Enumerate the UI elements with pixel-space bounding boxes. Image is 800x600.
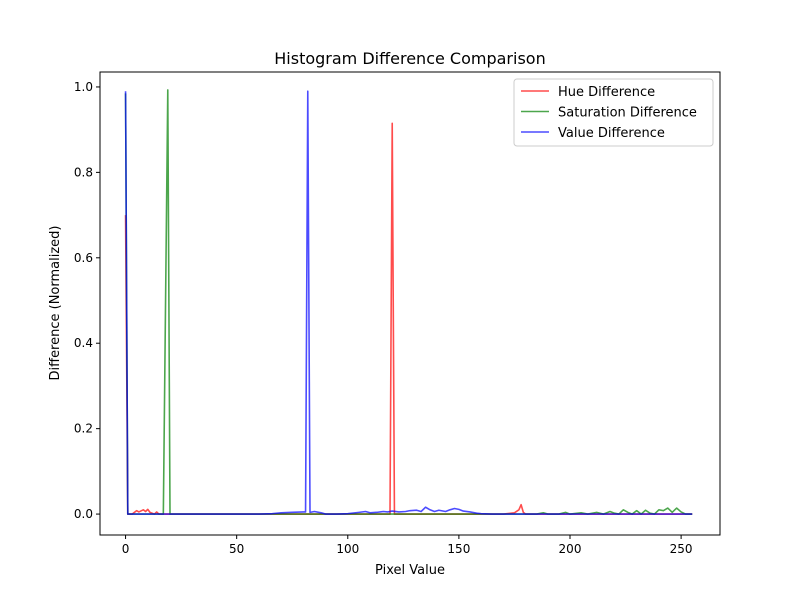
x-tick-label: 250 [670,542,693,556]
x-tick-label: 100 [336,542,359,556]
x-axis-label: Pixel Value [375,563,445,578]
x-tick-label: 150 [447,542,470,556]
chart-title: Histogram Difference Comparison [274,49,545,68]
plot-area [100,72,720,535]
series-layer [124,89,693,515]
legend-label-3: Value Difference [558,126,665,141]
y-tick-label: 0.0 [74,507,93,521]
y-axis-label: Difference (Normalized) [48,225,63,380]
x-tick-label: 200 [559,542,582,556]
legend-label-2: Saturation Difference [558,106,697,121]
plot-frame [99,71,721,536]
y-axis-ticks: 0.0 0.2 0.4 0.6 0.8 1.0 [74,80,100,521]
legend-label-1: Hue Difference [558,85,655,100]
x-axis-ticks: 0 50 100 150 200 250 [122,535,693,556]
legend-box [513,78,714,147]
y-tick-label: 0.4 [74,336,93,350]
series-line-3 [124,90,693,515]
legend: Hue Difference Saturation Difference Value… [513,78,714,147]
x-tick-label: 0 [122,542,130,556]
y-tick-label: 1.0 [74,80,93,94]
y-tick-label: 0.2 [74,422,93,436]
y-tick-label: 0.6 [74,251,93,265]
x-tick-label: 50 [229,542,244,556]
y-tick-label: 0.8 [74,165,93,179]
